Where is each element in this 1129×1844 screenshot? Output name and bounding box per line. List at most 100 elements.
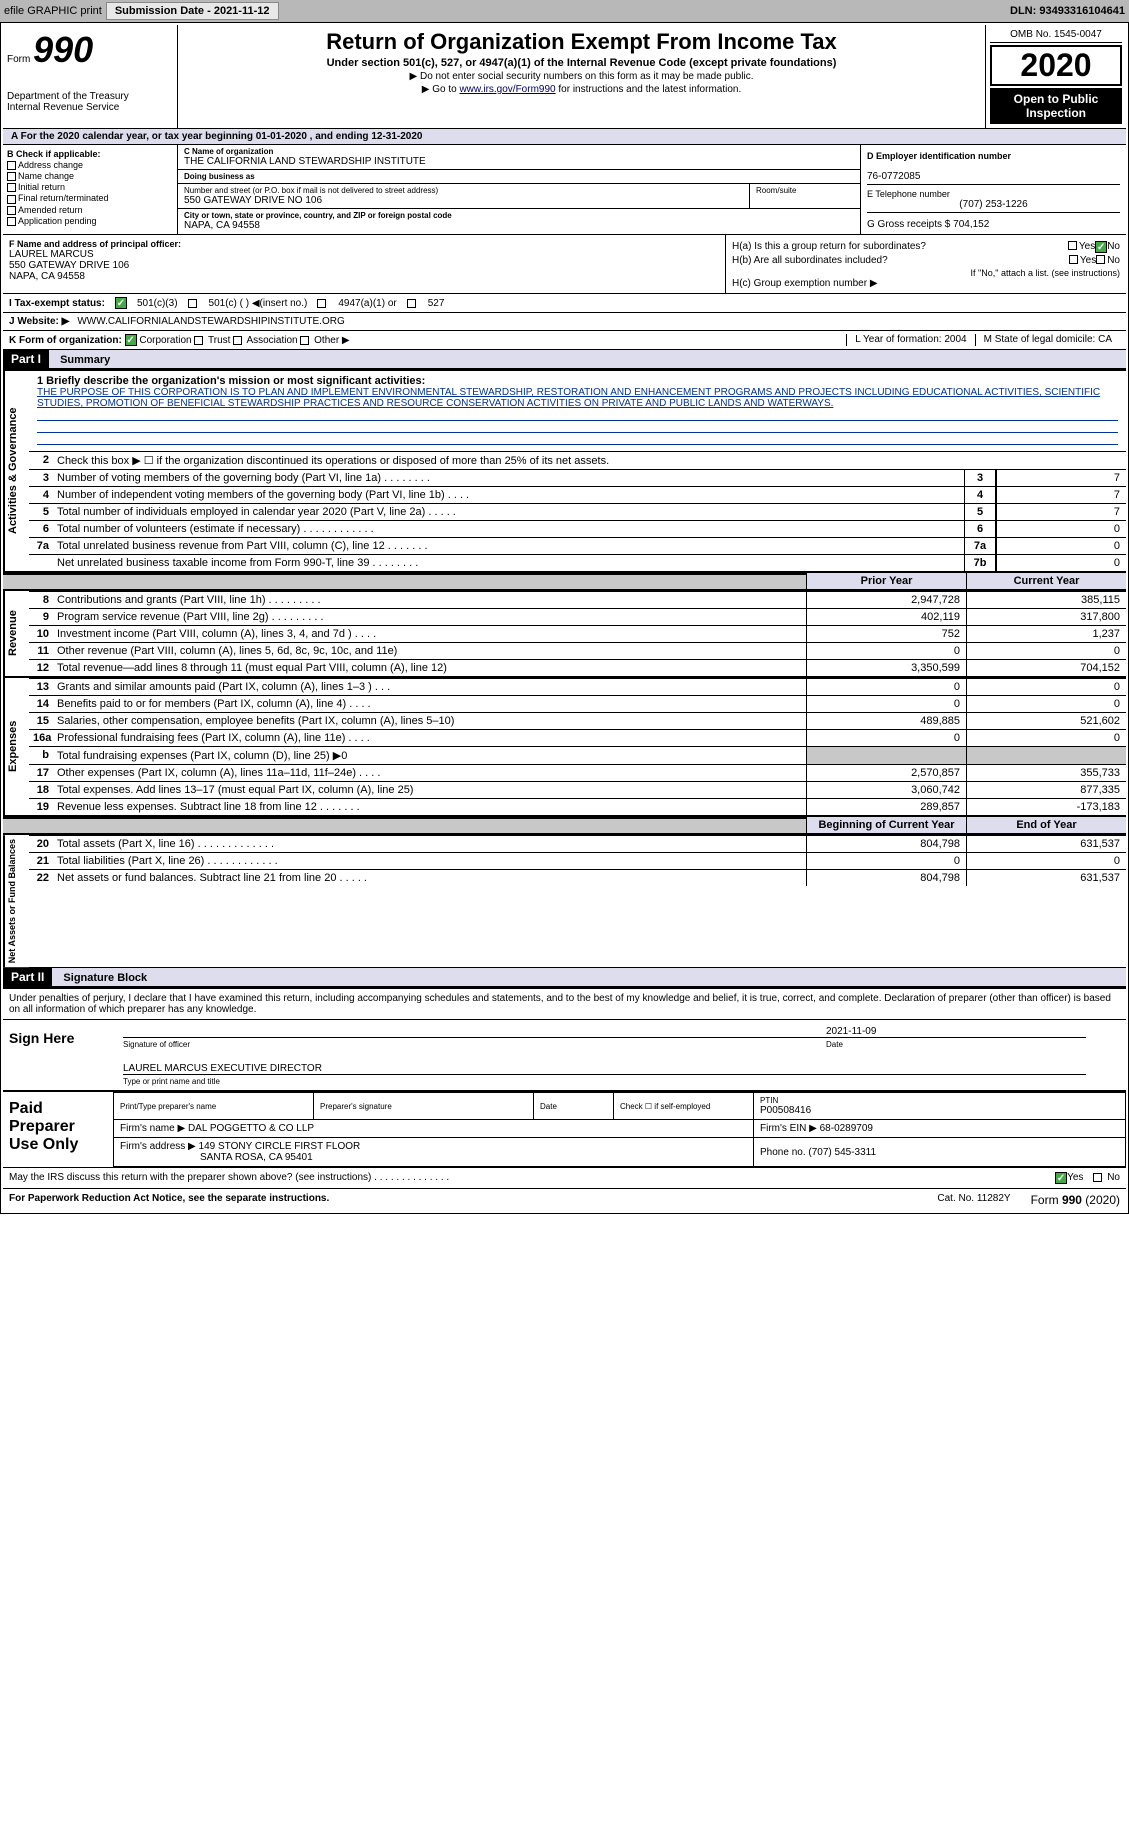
line-19: Revenue less expenses. Subtract line 18 …	[53, 799, 806, 815]
line-4: Number of independent voting members of …	[53, 487, 964, 503]
hb-no[interactable]	[1096, 255, 1105, 264]
submission-date-button[interactable]: Submission Date - 2021-11-12	[106, 2, 279, 20]
room-label: Room/suite	[756, 186, 854, 195]
perjury-declaration: Under penalties of perjury, I declare th…	[3, 989, 1126, 1019]
check-4947[interactable]	[317, 299, 326, 308]
check-501c3[interactable]: ✓	[115, 297, 127, 309]
line-5: Total number of individuals employed in …	[53, 504, 964, 520]
line-11: Other revenue (Part VIII, column (A), li…	[53, 643, 806, 659]
officer-addr1: 550 GATEWAY DRIVE 106	[9, 260, 719, 271]
check-other[interactable]	[300, 336, 309, 345]
sig-officer-label: Signature of officer	[123, 1040, 826, 1049]
py-10: 752	[806, 626, 966, 642]
prior-year-header: Prior Year	[806, 573, 966, 589]
part1-header: Part I	[3, 350, 49, 368]
side-net-assets: Net Assets or Fund Balances	[3, 835, 29, 967]
cy-12: 704,152	[966, 660, 1126, 676]
ha-yes[interactable]	[1068, 241, 1077, 250]
city-label: City or town, state or province, country…	[184, 211, 854, 220]
line-21: Total liabilities (Part X, line 26) . . …	[53, 853, 806, 869]
street-value: 550 GATEWAY DRIVE NO 106	[184, 195, 743, 206]
val-4: 7	[996, 487, 1126, 503]
hb-note: If "No," attach a list. (see instruction…	[732, 268, 1120, 278]
check-initial[interactable]	[7, 183, 16, 192]
beg-year-header: Beginning of Current Year	[806, 817, 966, 833]
ptin-value: P00508416	[760, 1105, 1119, 1116]
firm-name-label: Firm's name ▶	[120, 1123, 185, 1134]
val-7b: 0	[996, 555, 1126, 571]
part2-title: Signature Block	[55, 972, 147, 984]
form-word: Form	[7, 54, 30, 65]
page-title: Return of Organization Exempt From Incom…	[186, 29, 977, 55]
date-label: Date	[826, 1040, 1086, 1049]
side-revenue: Revenue	[3, 591, 29, 676]
officer-addr2: NAPA, CA 94558	[9, 271, 719, 282]
note-ssn: ▶ Do not enter social security numbers o…	[186, 71, 977, 82]
may-irs-yes[interactable]: ✓	[1055, 1172, 1067, 1184]
m-state-domicile: M State of legal domicile: CA	[975, 334, 1120, 346]
py-13: 0	[806, 679, 966, 695]
side-expenses: Expenses	[3, 678, 29, 815]
officer-name-title: LAUREL MARCUS EXECUTIVE DIRECTOR	[123, 1063, 1086, 1074]
cy-21: 0	[966, 853, 1126, 869]
check-amended[interactable]	[7, 206, 16, 215]
form-label-footer: Form 990 (2020)	[1031, 1193, 1120, 1207]
ptin-label: PTIN	[760, 1096, 1119, 1105]
dln-label: DLN: 93493316104641	[1010, 5, 1125, 17]
line-15: Salaries, other compensation, employee b…	[53, 713, 806, 729]
hb-label: H(b) Are all subordinates included?	[732, 255, 1069, 266]
dept-label: Department of the Treasury	[7, 91, 173, 102]
py-9: 402,119	[806, 609, 966, 625]
firm-addr-label: Firm's address ▶	[120, 1141, 196, 1152]
may-irs-no[interactable]	[1093, 1173, 1102, 1182]
g-receipts: G Gross receipts $ 704,152	[867, 219, 1120, 230]
check-527[interactable]	[407, 299, 416, 308]
note-link: ▶ Go to www.irs.gov/Form990 for instruct…	[186, 84, 977, 95]
line-20: Total assets (Part X, line 16) . . . . .…	[53, 836, 806, 852]
val-7a: 0	[996, 538, 1126, 554]
firm-ein: 68-0289709	[820, 1123, 873, 1134]
firm-name: DAL POGGETTO & CO LLP	[188, 1123, 314, 1134]
check-assoc[interactable]	[233, 336, 242, 345]
org-name: THE CALIFORNIA LAND STEWARDSHIP INSTITUT…	[184, 156, 854, 167]
check-addr-change[interactable]	[7, 161, 16, 170]
cy-20: 631,537	[966, 836, 1126, 852]
sig-date: 2021-11-09	[826, 1026, 1086, 1037]
check-trust[interactable]	[194, 336, 203, 345]
ha-no[interactable]: ✓	[1095, 241, 1107, 253]
tax-year: 2020	[990, 45, 1122, 86]
cy-16a: 0	[966, 730, 1126, 746]
cy-14: 0	[966, 696, 1126, 712]
line-6: Total number of volunteers (estimate if …	[53, 521, 964, 537]
cy-17: 355,733	[966, 765, 1126, 781]
firm-phone: (707) 545-3311	[808, 1147, 876, 1158]
line-7a: Total unrelated business revenue from Pa…	[53, 538, 964, 554]
check-final[interactable]	[7, 195, 16, 204]
hb-yes[interactable]	[1069, 255, 1078, 264]
val-3: 7	[996, 470, 1126, 486]
irs-link[interactable]: www.irs.gov/Form990	[459, 84, 555, 95]
check-app-pending[interactable]	[7, 217, 16, 226]
street-label: Number and street (or P.O. box if mail i…	[184, 186, 743, 195]
k-label: K Form of organization:	[9, 335, 122, 346]
omb-label: OMB No. 1545-0047	[990, 29, 1122, 43]
line-2: Check this box ▶ ☐ if the organization d…	[53, 452, 1126, 469]
py-8: 2,947,728	[806, 592, 966, 608]
py-16a: 0	[806, 730, 966, 746]
cy-22: 631,537	[966, 870, 1126, 886]
val-6: 0	[996, 521, 1126, 537]
end-year-header: End of Year	[966, 817, 1126, 833]
l-year-formation: L Year of formation: 2004	[846, 334, 974, 346]
hc-label: H(c) Group exemption number ▶	[732, 278, 1120, 289]
part2-header: Part II	[3, 968, 52, 986]
py-12: 3,350,599	[806, 660, 966, 676]
line-1: 1 Briefly describe the organization's mi…	[29, 371, 1126, 451]
check-corp[interactable]: ✓	[125, 334, 137, 346]
i-exempt-label: I Tax-exempt status:	[9, 298, 105, 309]
check-501c[interactable]	[188, 299, 197, 308]
may-irs-discuss: May the IRS discuss this return with the…	[9, 1172, 1055, 1184]
line-16b: Total fundraising expenses (Part IX, col…	[53, 747, 806, 764]
subtitle: Under section 501(c), 527, or 4947(a)(1)…	[186, 57, 977, 69]
check-name-change[interactable]	[7, 172, 16, 181]
py-17: 2,570,857	[806, 765, 966, 781]
